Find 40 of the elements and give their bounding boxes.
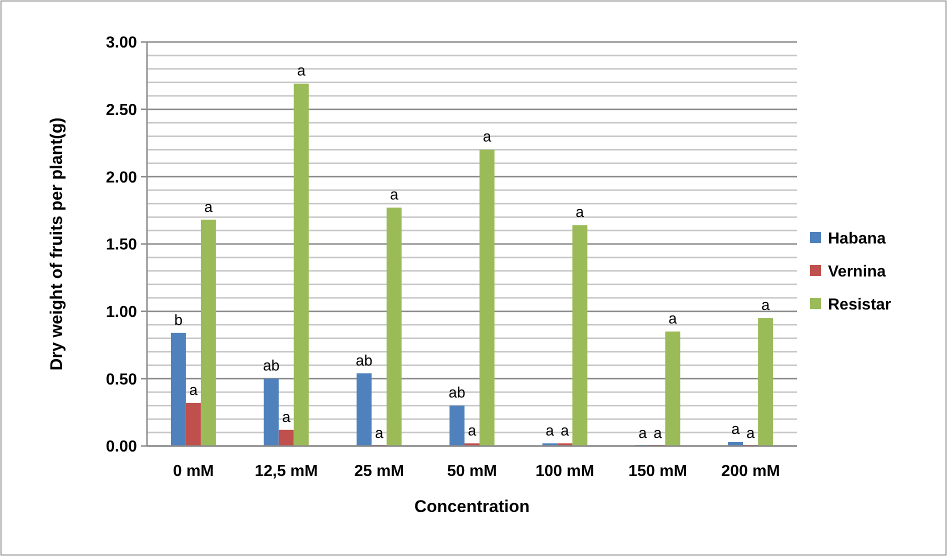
data-label: ab [262,358,280,375]
data-label: a [468,422,477,440]
x-tick-label: 25 mM [354,463,404,480]
legend-label: Habana [828,230,886,248]
x-tick-label: 200 mM [721,463,780,480]
y-tick-label: 0.00 [106,438,138,456]
data-label: ab [448,384,466,402]
y-tick-label: 2.00 [106,169,138,186]
data-label: ab [356,352,372,370]
data-label: a [204,198,214,216]
legend-label: Vernina [828,264,886,281]
data-label: a [576,204,585,222]
data-label: a [390,186,399,204]
legend-label: Resistar [828,296,892,314]
data-label: b [174,312,183,329]
data-label: a [282,408,292,426]
data-label: a [668,310,678,328]
data-label: a [731,420,740,438]
y-tick-label: 2.50 [106,102,138,119]
x-tick-label: 150 mM [628,463,688,480]
y-tick-label: 1.50 [106,236,138,254]
data-label: a [374,425,384,442]
x-tick-label: 12,5 mM [254,463,318,480]
data-label: a [761,297,770,314]
data-label: a [560,422,570,440]
data-label: a [297,62,306,80]
data-label: a [654,425,663,442]
y-axis-title: Dry weight of fruits per plant(g) [47,117,66,371]
x-axis-title: Concentration [414,497,530,516]
x-tick-label: 50 mM [447,463,497,480]
data-label: a [638,425,648,442]
data-label: a [482,128,492,146]
data-label: a [746,425,756,442]
y-tick-label: 3.00 [106,34,138,52]
y-tick-label: 0.50 [106,371,138,388]
data-label: a [189,382,198,399]
data-label: a [546,422,555,440]
x-tick-label: 0 mM [172,463,214,480]
x-tick-label: 100 mM [536,463,594,480]
y-tick-label: 1.00 [106,304,138,321]
